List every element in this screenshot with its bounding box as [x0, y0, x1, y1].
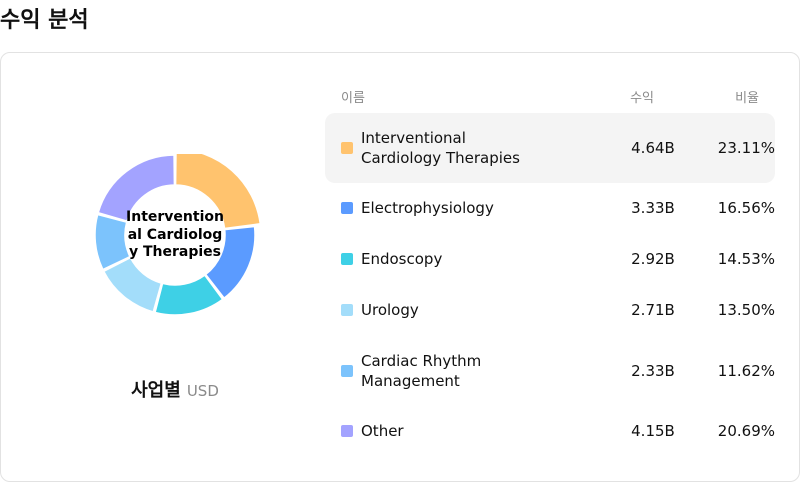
- donut-center-label: Interventional Cardiology Therapies: [126, 209, 224, 260]
- legend-swatch: [341, 425, 353, 437]
- table-row[interactable]: Urology 2.71B 13.50%: [325, 286, 775, 334]
- row-name: Electrophysiology: [361, 199, 494, 217]
- legend-swatch: [341, 304, 353, 316]
- row-revenue: 4.64B: [631, 139, 675, 157]
- row-percent: 11.62%: [717, 362, 775, 380]
- row-name: Endoscopy: [361, 250, 443, 268]
- row-revenue: 3.33B: [631, 199, 675, 217]
- row-revenue: 2.33B: [631, 362, 675, 380]
- donut-slice[interactable]: [97, 154, 176, 222]
- table-row[interactable]: Electrophysiology 3.33B 16.56%: [325, 184, 775, 232]
- table-row[interactable]: Endoscopy 2.92B 14.53%: [325, 235, 775, 283]
- donut-slice[interactable]: [204, 225, 256, 300]
- row-revenue: 2.92B: [631, 250, 675, 268]
- donut-slice[interactable]: [102, 256, 163, 313]
- column-header-revenue: 수익: [630, 91, 654, 106]
- row-percent: 23.11%: [717, 139, 775, 157]
- row-revenue: 2.71B: [631, 301, 675, 319]
- row-revenue: 4.15B: [631, 422, 675, 440]
- table-row[interactable]: Cardiac Rhythm Management 2.33B 11.62%: [325, 337, 775, 405]
- table-row[interactable]: Interventional Cardiology Therapies 4.64…: [325, 113, 775, 183]
- row-name: Other: [361, 422, 404, 440]
- donut-slice[interactable]: [154, 274, 224, 316]
- legend-swatch: [341, 253, 353, 265]
- row-percent: 14.53%: [717, 250, 775, 268]
- row-name: Urology: [361, 301, 419, 319]
- row-percent: 16.56%: [717, 199, 775, 217]
- row-name: Interventional Cardiology Therapies: [361, 129, 520, 167]
- row-name: Cardiac Rhythm Management: [361, 352, 482, 390]
- column-header-name: 이름: [341, 91, 365, 106]
- table-row[interactable]: Other 4.15B 20.69%: [325, 407, 775, 455]
- chart-caption-unit: USD: [186, 382, 219, 400]
- donut-chart: [94, 154, 262, 316]
- legend-swatch: [341, 142, 353, 154]
- row-percent: 20.69%: [717, 422, 775, 440]
- legend-swatch: [341, 365, 353, 377]
- page-title: 수익 분석: [0, 8, 89, 33]
- row-percent: 13.50%: [717, 301, 775, 319]
- column-header-ratio: 비율: [735, 91, 759, 106]
- legend-swatch: [341, 202, 353, 214]
- donut-slice[interactable]: [94, 213, 131, 271]
- chart-caption: 사업별 USD: [0, 376, 350, 402]
- chart-caption-title: 사업별: [131, 380, 181, 401]
- donut-slice[interactable]: [174, 154, 262, 230]
